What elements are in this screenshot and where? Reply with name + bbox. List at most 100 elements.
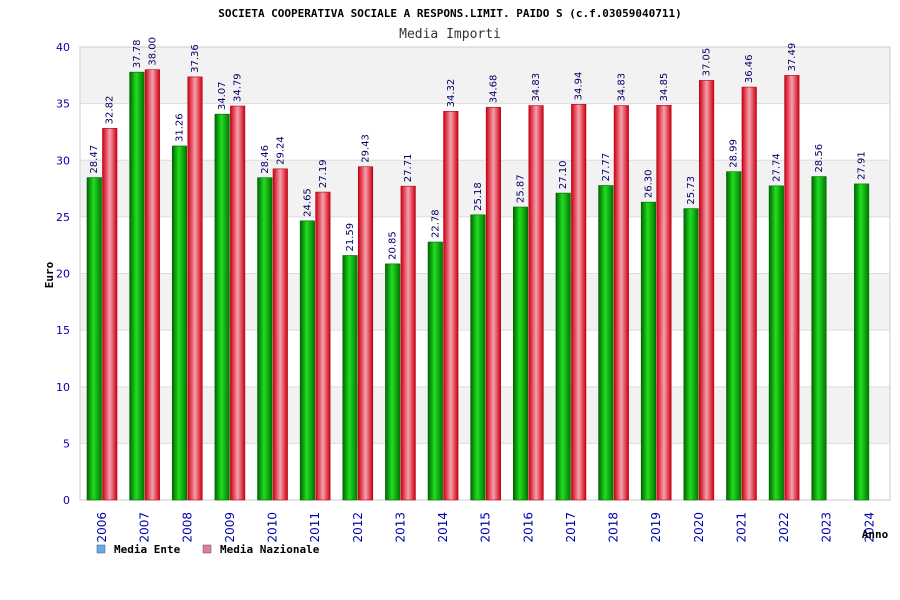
bar-media-ente: [299, 220, 315, 501]
data-label: 29.24: [275, 136, 286, 165]
bar-media-nazionale: [230, 105, 246, 501]
y-tick-label: 40: [56, 41, 70, 54]
bar-media-nazionale: [443, 111, 459, 501]
bars: [86, 69, 870, 501]
bar-media-ente: [513, 206, 529, 501]
x-tick-label: 2014: [436, 512, 450, 543]
x-tick-label: 2017: [564, 512, 578, 543]
data-label: 37.36: [190, 44, 201, 73]
data-label: 37.49: [787, 43, 798, 72]
data-label: 29.43: [361, 134, 372, 163]
y-tick-label: 0: [63, 494, 70, 507]
y-tick-label: 25: [56, 211, 70, 224]
x-tick-label: 2021: [734, 512, 748, 543]
bar-media-ente: [214, 113, 230, 501]
bar-media-ente: [555, 192, 571, 501]
data-label: 28.47: [89, 145, 100, 174]
bar-media-nazionale: [741, 86, 757, 501]
bar-media-ente: [342, 255, 358, 501]
data-label: 38.00: [147, 37, 158, 66]
data-label: 28.46: [260, 145, 271, 174]
data-label: 36.46: [744, 54, 755, 83]
data-label: 27.91: [857, 151, 868, 180]
data-label: 21.59: [345, 223, 356, 252]
bar-media-nazionale: [187, 76, 203, 501]
x-tick-label: 2011: [308, 512, 322, 543]
y-tick-label: 35: [56, 98, 70, 111]
bar-media-ente: [86, 177, 102, 501]
bar-media-nazionale: [571, 104, 587, 501]
data-label: 34.83: [616, 73, 627, 102]
data-label: 27.77: [601, 153, 612, 182]
bar-media-ente: [427, 241, 443, 501]
bar-media-ente: [171, 145, 188, 501]
data-label: 20.85: [388, 231, 399, 260]
x-tick-label: 2008: [180, 512, 194, 543]
x-tick-label: 2012: [351, 512, 365, 543]
y-tick-label: 5: [63, 437, 70, 450]
data-label: 34.32: [446, 79, 457, 108]
bar-media-ente: [854, 183, 870, 501]
bar-media-ente: [385, 263, 401, 501]
x-tick-label: 2016: [521, 512, 535, 543]
data-label: 34.94: [574, 72, 585, 101]
data-label: 32.82: [105, 96, 116, 125]
bar-media-ente: [470, 214, 486, 501]
legend: Media Ente Media Nazionale: [96, 543, 320, 556]
x-tick-label: 2006: [95, 512, 109, 543]
legend-swatch-media-nazionale: [202, 544, 212, 554]
bar-media-nazionale: [144, 69, 160, 501]
data-label: 37.05: [702, 48, 713, 77]
y-tick-label: 10: [56, 381, 70, 394]
bar-media-nazionale: [528, 105, 544, 501]
data-label: 27.10: [558, 160, 569, 189]
data-label: 27.19: [318, 159, 329, 188]
bar-media-ente: [640, 201, 657, 501]
data-label: 25.18: [473, 182, 484, 211]
data-label: 34.68: [488, 75, 499, 104]
bar-media-nazionale: [102, 128, 118, 501]
x-tick-label: 2010: [266, 512, 280, 543]
bar-media-nazionale: [272, 168, 288, 501]
data-label: 27.71: [403, 154, 414, 183]
bar-media-ente: [811, 176, 827, 501]
x-tick-label: 2023: [820, 512, 834, 543]
y-tick-label: 15: [56, 324, 70, 337]
data-label: 28.56: [814, 144, 825, 173]
data-label: 34.83: [531, 73, 542, 102]
y-tick-label: 20: [56, 268, 70, 281]
x-tick-label: 2020: [692, 512, 706, 543]
bar-media-ente: [598, 185, 614, 501]
x-tick-label: 2018: [607, 512, 621, 543]
x-axis-ticks: 2006 2007 2008 2009 2010 2011 2012 2013 2014 2015…: [95, 512, 876, 543]
bar-media-ente: [257, 177, 273, 501]
y-axis-label: Euro: [43, 261, 56, 288]
bar-media-nazionale: [357, 166, 374, 501]
bar-media-nazionale: [699, 80, 715, 501]
x-tick-label: 2015: [479, 512, 493, 543]
x-axis-label: Anno: [862, 528, 889, 541]
data-labels: 28.47 32.82 37.78 38.00 31.26 37.36 34.07 34.79…: [89, 37, 867, 260]
x-tick-label: 2009: [223, 512, 237, 543]
data-label: 25.87: [516, 174, 527, 203]
bar-media-ente: [768, 185, 784, 501]
data-label: 25.73: [686, 176, 697, 205]
x-tick-label: 2024: [862, 512, 876, 543]
bar-media-nazionale: [656, 105, 672, 501]
data-label: 34.79: [233, 73, 244, 102]
legend-swatch-media-ente: [96, 544, 106, 554]
legend-label-media-ente: Media Ente: [114, 543, 181, 556]
y-axis-ticks: 0 5 10 15 20 25 30 35 40: [56, 41, 70, 507]
data-label: 27.74: [771, 153, 782, 182]
bar-media-ente: [683, 208, 699, 501]
data-label: 26.30: [643, 170, 654, 199]
chart-subtitle: Media Importi: [399, 27, 501, 42]
bar-media-nazionale: [784, 75, 800, 501]
y-tick-label: 30: [56, 154, 70, 167]
x-tick-label: 2013: [393, 512, 407, 543]
data-label: 37.78: [132, 40, 143, 69]
data-label: 31.26: [175, 113, 186, 142]
x-tick-label: 2022: [777, 512, 791, 543]
bar-media-nazionale: [315, 191, 331, 501]
